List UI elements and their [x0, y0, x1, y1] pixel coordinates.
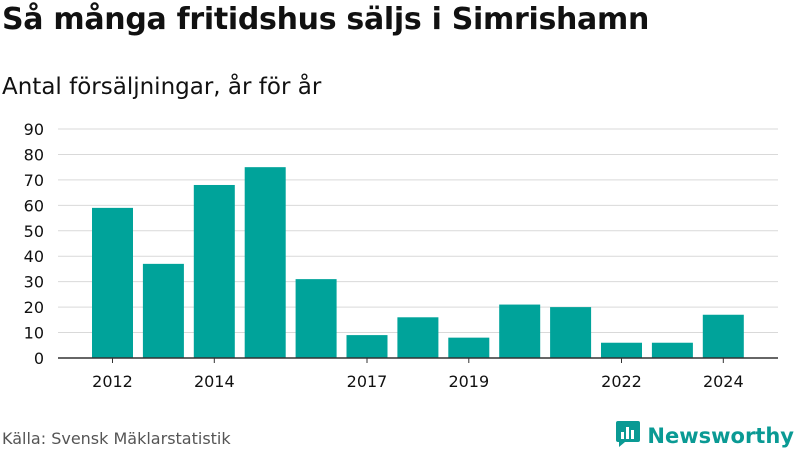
x-tick-label: 2012 — [92, 372, 133, 391]
y-tick-label: 70 — [24, 171, 44, 190]
y-tick-label: 30 — [24, 273, 44, 292]
bar-2022 — [601, 342, 642, 358]
bar-2020 — [499, 304, 541, 358]
bar-2021 — [550, 307, 592, 358]
source-note: Källa: Svensk Mäklarstatistik — [2, 429, 231, 448]
x-tick-label: 2017 — [347, 372, 388, 391]
brand-logo[interactable]: Newsworthy — [615, 420, 794, 452]
x-tick-label: 2022 — [601, 372, 642, 391]
bar-2012 — [92, 207, 133, 358]
y-tick-label: 0 — [34, 349, 44, 368]
x-axis-ticks: 2012 2014 2017 2019 2022 2024 — [92, 358, 744, 391]
chart-subtitle: Antal försäljningar, år för år — [2, 74, 322, 100]
y-axis-ticks: 0 10 20 30 40 50 60 70 80 90 — [24, 120, 44, 368]
x-tick-label: 2014 — [194, 372, 235, 391]
x-tick-label: 2019 — [448, 372, 489, 391]
bar-2019 — [448, 337, 490, 358]
y-tick-label: 90 — [24, 120, 44, 139]
chart-title: Så många fritidshus säljs i Simrishamn — [2, 2, 650, 37]
y-tick-label: 20 — [24, 298, 44, 317]
y-tick-label: 10 — [24, 324, 44, 343]
bar-2013 — [142, 263, 184, 358]
y-tick-label: 80 — [24, 145, 44, 164]
brand-name: Newsworthy — [647, 424, 794, 448]
bar-2016 — [295, 279, 337, 358]
bar-2015 — [244, 167, 286, 358]
bar-2017 — [346, 335, 388, 358]
chart-logo-icon — [615, 420, 641, 452]
bar-2024 — [702, 314, 744, 358]
bar-2018 — [397, 317, 439, 358]
y-tick-label: 60 — [24, 196, 44, 215]
bars — [92, 167, 744, 358]
bar-2023 — [651, 342, 693, 358]
bar-chart: 0 10 20 30 40 50 60 70 80 90 2012 2014 2017 2019 2022… — [24, 120, 778, 391]
bar-2014 — [193, 184, 235, 358]
y-tick-label: 40 — [24, 247, 44, 266]
y-tick-label: 50 — [24, 222, 44, 241]
x-tick-label: 2024 — [703, 372, 744, 391]
